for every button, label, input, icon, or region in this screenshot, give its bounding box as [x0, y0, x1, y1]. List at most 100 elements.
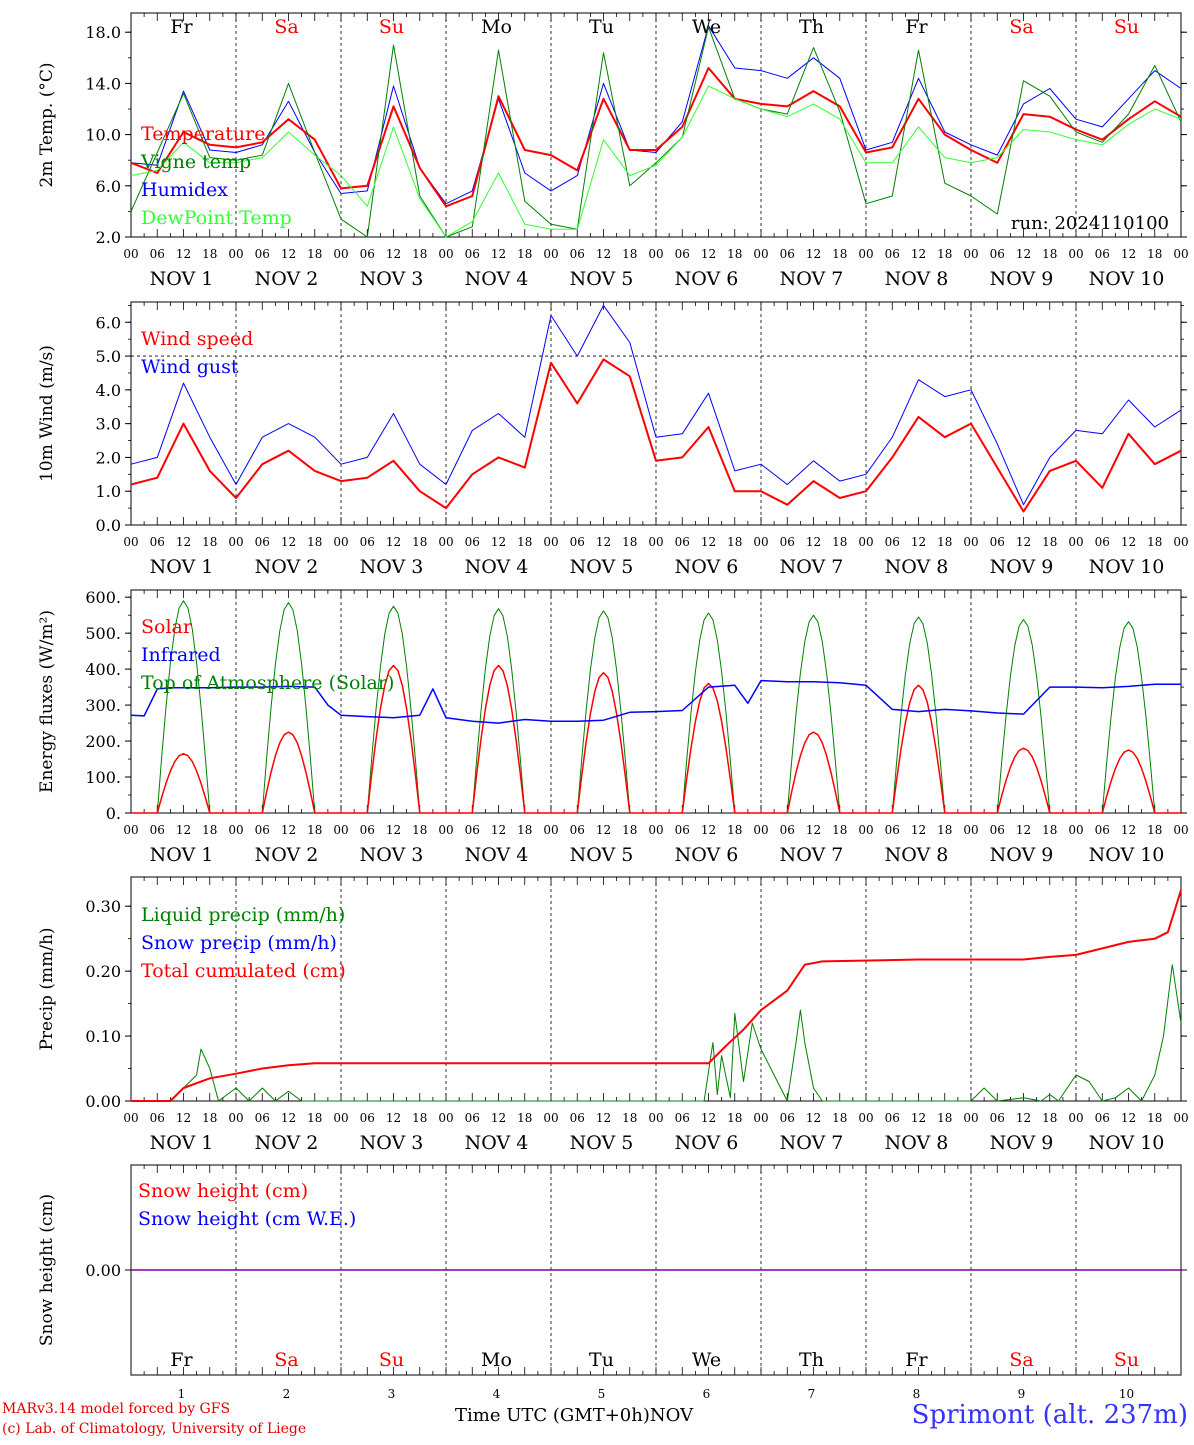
hour-label: 06: [570, 823, 585, 837]
date-label: NOV 1: [150, 1132, 214, 1154]
y-tick-label: 500.: [85, 624, 121, 643]
hour-label: 12: [701, 247, 716, 261]
y-axis-label: 2m Temp. (°C): [37, 62, 57, 187]
hour-label: 00: [648, 247, 663, 261]
hour-label: 06: [570, 247, 585, 261]
hour-label: 12: [491, 535, 506, 549]
hour-label: 00: [1068, 247, 1083, 261]
hour-label: 00: [228, 1111, 243, 1125]
hour-label: 12: [911, 823, 926, 837]
credit-line-1: MARv3.14 model forced by GFS: [2, 1401, 231, 1417]
series-line-wind-gust: [130, 304, 1182, 506]
series-line-wind-speed: [130, 358, 1182, 513]
hour-label: 06: [150, 535, 165, 549]
date-label: NOV 9: [990, 1132, 1054, 1154]
legend-entry: Snow height (cm W.E.): [138, 1208, 356, 1230]
y-tick-label: 0.: [106, 804, 121, 823]
day-name: Sa: [1009, 16, 1033, 38]
hour-label: 00: [543, 247, 558, 261]
hour-label: 00: [438, 1111, 453, 1125]
day-number: 1: [178, 1387, 186, 1401]
day-name: Th: [799, 16, 824, 38]
hour-label: 00: [438, 823, 453, 837]
day-number: 4: [493, 1387, 501, 1401]
hour-label: 00: [753, 1111, 768, 1125]
hour-label: 00: [858, 247, 873, 261]
day-name: Sa: [1009, 1349, 1033, 1371]
hour-label: 06: [885, 1111, 900, 1125]
date-label: NOV 7: [780, 844, 844, 866]
hour-label: 12: [281, 535, 296, 549]
y-tick-label: 6.0: [96, 313, 121, 332]
hour-label: 12: [281, 823, 296, 837]
hour-label: 12: [806, 535, 821, 549]
hour-label: 18: [622, 535, 637, 549]
date-label: NOV 4: [465, 268, 529, 290]
y-tick-label: 0.10: [85, 1027, 121, 1046]
hour-label: 00: [228, 823, 243, 837]
hour-label: 12: [1016, 535, 1031, 549]
hour-label: 12: [911, 247, 926, 261]
day-name: We: [692, 16, 721, 38]
y-tick-label: 2.0: [96, 228, 121, 247]
y-tick-label: 10.0: [85, 126, 121, 145]
date-label: NOV 6: [675, 844, 739, 866]
hour-label: 18: [517, 823, 532, 837]
hour-label: 06: [1095, 823, 1110, 837]
legend-entry: Snow precip (mm/h): [141, 932, 337, 954]
y-tick-label: 2.0: [96, 448, 121, 467]
hour-label: 18: [307, 1111, 322, 1125]
hour-label: 18: [727, 1111, 742, 1125]
panel-4: 0.00 0.10 0.20 0.30 Precip (mm/h) Liquid prec…: [37, 876, 1189, 1154]
hour-label: 18: [1147, 247, 1162, 261]
hour-label: 00: [333, 535, 348, 549]
y-axis-label: Snow height (cm): [37, 1194, 57, 1346]
hour-label: 12: [1016, 247, 1031, 261]
y-tick-label: 300.: [85, 696, 121, 715]
hour-label: 12: [491, 247, 506, 261]
run-annotation: run: 2024110100: [1011, 213, 1169, 234]
date-label: NOV 10: [1089, 268, 1165, 290]
hour-label: 00: [333, 823, 348, 837]
hour-label: 06: [360, 247, 375, 261]
legend-entry: Vigne temp: [140, 151, 251, 173]
hour-label: 00: [648, 823, 663, 837]
hour-label: 00: [963, 1111, 978, 1125]
hour-label: 12: [1016, 823, 1031, 837]
date-label: NOV 1: [150, 844, 214, 866]
hour-label: 00: [333, 1111, 348, 1125]
y-tick-label: 14.0: [85, 74, 121, 93]
hour-label: 12: [176, 535, 191, 549]
hour-label: 06: [360, 1111, 375, 1125]
hour-label: 00: [963, 823, 978, 837]
date-label: NOV 1: [150, 268, 214, 290]
hour-label: 12: [806, 1111, 821, 1125]
day-name: Mo: [481, 1349, 512, 1371]
credit-line-2: (c) Lab. of Climatology, University of L…: [2, 1421, 307, 1437]
hour-label: 18: [832, 823, 847, 837]
station-name: Sprimont (alt. 237m): [911, 1400, 1188, 1430]
day-name: We: [692, 1349, 721, 1371]
credits: MARv3.14 model forced by GFS (c) Lab. of…: [2, 1399, 306, 1439]
hour-label: 12: [386, 1111, 401, 1125]
hour-label: 12: [596, 1111, 611, 1125]
date-label: NOV 5: [570, 268, 634, 290]
date-label: NOV 3: [360, 556, 424, 578]
date-label: NOV 5: [570, 556, 634, 578]
series-line-humidex: [130, 25, 1182, 205]
month-label: NOV: [649, 1405, 694, 1426]
date-label: NOV 8: [885, 556, 949, 578]
date-label: NOV 6: [675, 556, 739, 578]
hour-label: 00: [858, 535, 873, 549]
day-name: Tu: [589, 1349, 614, 1371]
date-label: NOV 4: [465, 556, 529, 578]
day-number: 3: [388, 1387, 396, 1401]
date-label: NOV 2: [255, 844, 319, 866]
y-tick-label: 0.00: [85, 1092, 121, 1111]
hour-label: 12: [176, 1111, 191, 1125]
y-tick-label: 600.: [85, 588, 121, 607]
hour-label: 18: [622, 1111, 637, 1125]
hour-label: 18: [727, 535, 742, 549]
hour-label: 12: [701, 535, 716, 549]
